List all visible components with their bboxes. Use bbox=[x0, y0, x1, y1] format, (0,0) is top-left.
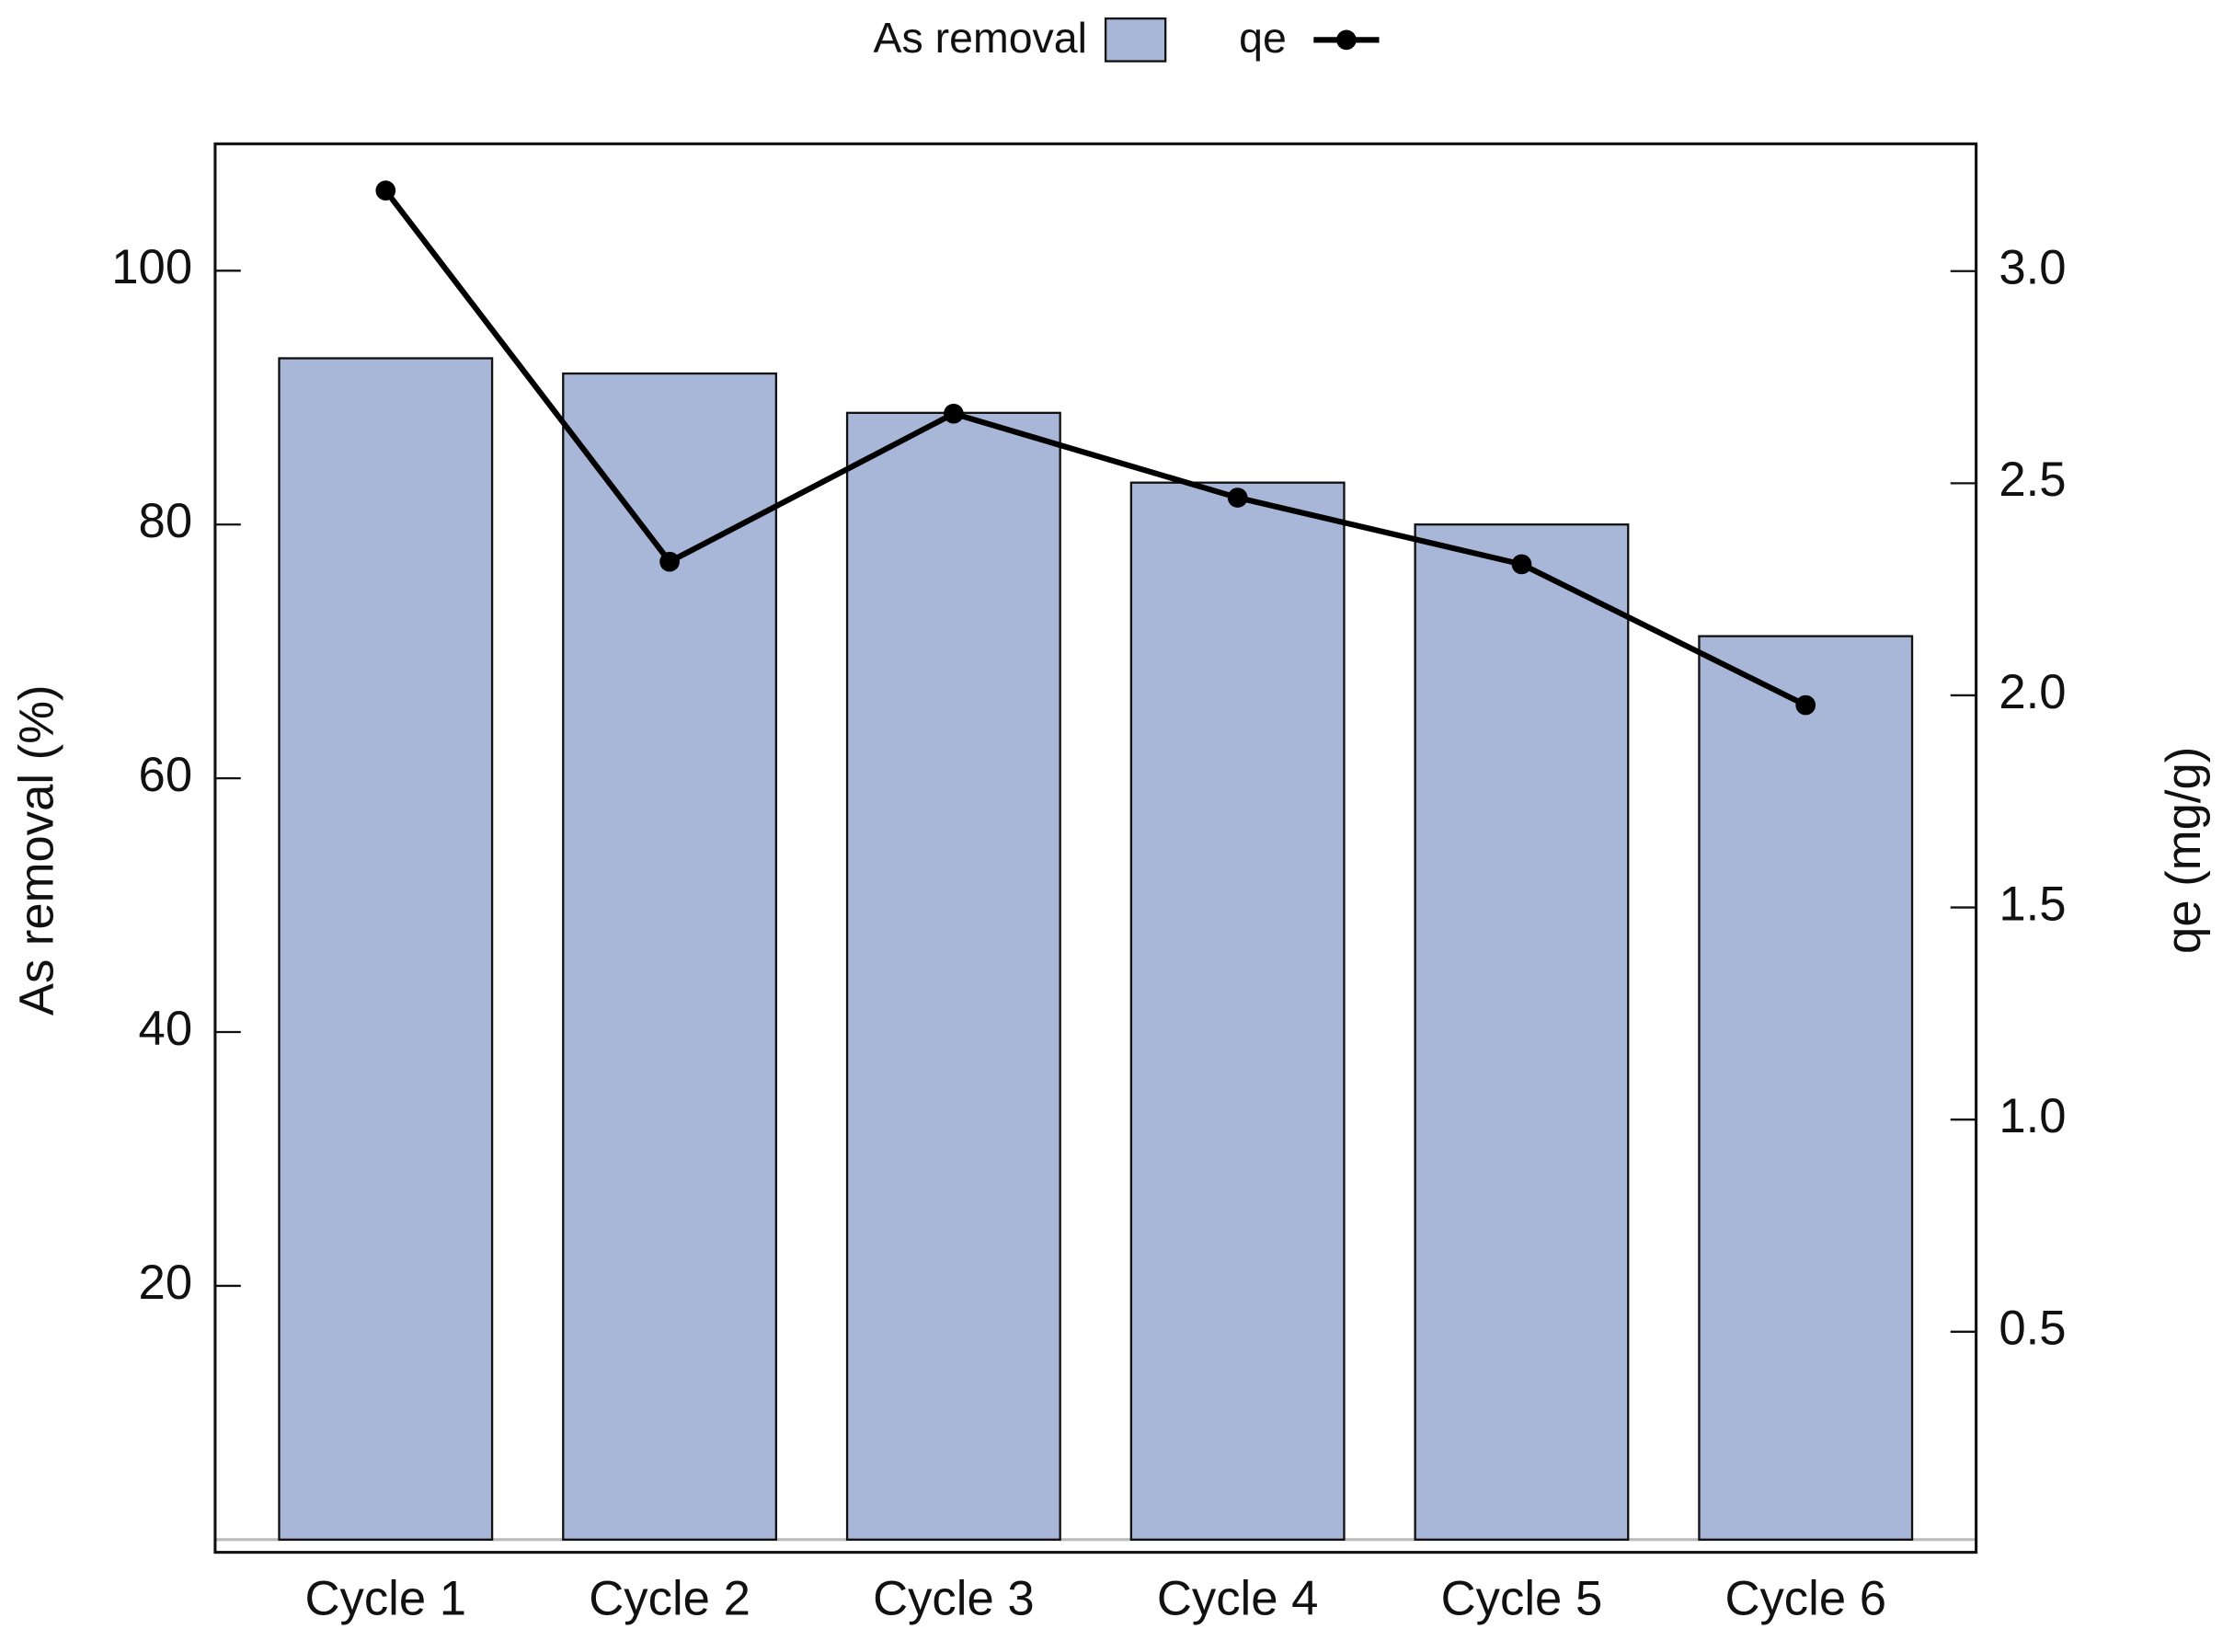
y-tick-label: 100 bbox=[111, 240, 192, 294]
point bbox=[659, 551, 680, 572]
y-tick-label: 80 bbox=[139, 494, 193, 548]
y-tick-label: 40 bbox=[139, 1002, 193, 1056]
point bbox=[375, 180, 396, 201]
y2-tick-label: 0.5 bbox=[1999, 1302, 2066, 1356]
legend-label: qe bbox=[1239, 14, 1287, 62]
x-tick-label: Cycle 3 bbox=[873, 1572, 1035, 1626]
bar bbox=[1414, 523, 1630, 1541]
legend-label: As removal bbox=[874, 14, 1087, 62]
point bbox=[944, 403, 964, 424]
bar bbox=[278, 357, 494, 1541]
legend-swatch bbox=[1336, 29, 1357, 51]
point bbox=[1795, 694, 1816, 716]
point bbox=[1511, 554, 1532, 575]
y2-tick-label: 2.0 bbox=[1999, 665, 2066, 719]
y2-tick-label: 1.5 bbox=[1999, 877, 2066, 931]
bar bbox=[845, 411, 1061, 1541]
y-tick-label: 20 bbox=[139, 1256, 193, 1310]
bar bbox=[1698, 635, 1914, 1541]
y2-tick-label: 3.0 bbox=[1999, 241, 2066, 295]
x-tick-label: Cycle 5 bbox=[1441, 1572, 1603, 1626]
legend-swatch bbox=[1104, 17, 1167, 63]
bar bbox=[1129, 481, 1346, 1541]
x-tick-label: Cycle 2 bbox=[589, 1572, 750, 1626]
y2-tick-label: 1.0 bbox=[1999, 1089, 2066, 1143]
x-tick-label: Cycle 4 bbox=[1157, 1572, 1319, 1626]
line bbox=[383, 189, 1807, 708]
x-tick-label: Cycle 1 bbox=[305, 1572, 467, 1626]
y-tick-label: 60 bbox=[139, 748, 193, 802]
point bbox=[1227, 488, 1248, 508]
y-axis-title: As removal (%) bbox=[9, 684, 63, 1015]
bar bbox=[562, 372, 778, 1541]
x-tick-label: Cycle 6 bbox=[1724, 1572, 1886, 1626]
y2-tick-label: 2.5 bbox=[1999, 453, 2066, 507]
plot-frame bbox=[213, 142, 1978, 1554]
y2-axis-title: qe (mg/g) bbox=[2157, 747, 2211, 954]
